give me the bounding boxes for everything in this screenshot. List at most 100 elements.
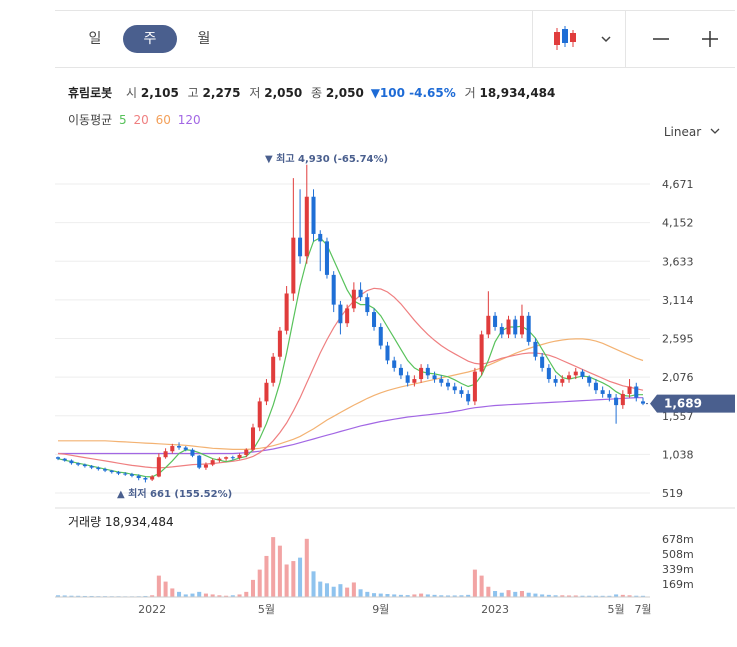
volume-bar: [580, 595, 585, 597]
candle-body: [345, 308, 350, 324]
volume-bar: [567, 595, 572, 597]
candle-body: [593, 382, 598, 391]
volume-bar: [89, 595, 94, 597]
ma20-legend: 20: [133, 113, 149, 127]
candlestick-icon[interactable]: [552, 25, 582, 53]
candle-body: [519, 315, 524, 335]
volume-tick-label: 339m: [662, 563, 694, 576]
volume-bar: [499, 592, 504, 597]
volume-bar: [466, 594, 471, 597]
volume-bar: [163, 581, 168, 597]
candle-body: [614, 397, 619, 406]
volume-bar: [150, 595, 155, 597]
candle-body: [170, 446, 175, 452]
candle-body: [506, 319, 511, 335]
volume-bar: [143, 595, 148, 597]
candle-body: [634, 386, 639, 398]
chevron-down-icon[interactable]: [598, 31, 614, 47]
volume-bar: [351, 582, 356, 597]
volume-bar: [55, 595, 61, 597]
high-label: 고: [187, 86, 199, 100]
candle-body: [493, 315, 498, 327]
volume-bar: [459, 595, 464, 597]
candle-body: [304, 196, 309, 257]
candle-body: [466, 393, 471, 402]
candle-body: [291, 237, 296, 294]
volume-bar: [398, 594, 403, 597]
candle-body: [123, 473, 128, 475]
ma5-legend: 5: [119, 113, 127, 127]
volume-bar: [546, 594, 551, 597]
minus-icon[interactable]: [650, 28, 672, 50]
volume-bar: [479, 575, 484, 597]
candle-body: [82, 464, 87, 467]
y-axis-labels: 4,671 4,152 3,633 3,114 2,595 2,076 1,557 1,038…: [662, 178, 694, 500]
volume-bar: [190, 593, 195, 597]
candle-body: [412, 379, 417, 383]
tab-weekly[interactable]: 주: [123, 25, 177, 53]
candle-body: [69, 460, 74, 464]
volume-tick-label: 169m: [662, 578, 694, 591]
candle-body: [445, 382, 451, 387]
candle-body: [109, 470, 114, 473]
volume-bar: [277, 545, 282, 597]
scale-selector[interactable]: Linear: [664, 125, 721, 139]
candle-body: [540, 356, 545, 368]
candle-body: [533, 341, 538, 357]
close-label: 종: [311, 86, 323, 100]
volume-bar: [358, 589, 363, 597]
candle-body: [419, 367, 424, 380]
candle-body: [89, 466, 94, 468]
volume-bar: [257, 569, 262, 597]
volume-bar: [62, 595, 67, 597]
candle-body: [452, 386, 457, 391]
candle-body: [439, 379, 444, 383]
x-tick-label: 7월: [634, 603, 651, 616]
volume-bar: [439, 595, 444, 597]
candle-body: [425, 367, 430, 376]
chart-toolbar: 일 주 월: [55, 10, 735, 68]
ma120-legend: 120: [177, 113, 201, 127]
max-price-annotation: ▼ 최고 4,930 (-65.74%): [265, 152, 388, 165]
tab-daily[interactable]: 일: [88, 31, 102, 47]
volume-tick-label: 508m: [662, 548, 694, 561]
change-value: ▼100 -4.65%: [370, 86, 456, 100]
volume-bar: [573, 595, 578, 597]
current-price-badge: 1,689: [650, 394, 735, 413]
candle-body: [338, 304, 343, 324]
y-tick-label: 2,076: [662, 371, 694, 384]
volume-bar: [177, 591, 182, 597]
candle-body: [96, 467, 101, 470]
volume-bar: [419, 593, 424, 597]
candle-body: [244, 449, 249, 455]
volume-bar: [237, 594, 242, 597]
candle-body: [392, 360, 397, 368]
volume-bar: [506, 590, 511, 597]
candle-body: [600, 390, 605, 394]
volume-bar: [553, 595, 558, 597]
candle-body: [298, 237, 303, 257]
stock-name: 휴림로봇: [68, 86, 113, 100]
volume-bar: [486, 586, 491, 597]
volume-bar: [203, 593, 208, 597]
ma5-line: [57, 236, 643, 478]
current-price-label: 1,689: [664, 397, 702, 411]
open-label: 시: [126, 86, 138, 100]
moving-average-lines: [57, 236, 644, 478]
close-value: 2,050: [325, 86, 364, 100]
y-tick-label: 1,038: [662, 448, 694, 461]
volume-bar: [640, 595, 646, 597]
candle-body: [580, 371, 585, 377]
candle-body: [136, 475, 141, 479]
volume-series: [55, 537, 646, 597]
candle-body: [331, 274, 336, 305]
candle-body: [129, 474, 134, 476]
x-tick-label: 9월: [372, 603, 389, 616]
low-label: 저: [249, 86, 261, 100]
volume-bar: [587, 595, 592, 597]
volume-bar: [445, 595, 451, 597]
current-price-badge-bg: [650, 394, 735, 413]
plus-icon[interactable]: [699, 28, 721, 50]
tab-monthly[interactable]: 월: [197, 31, 211, 47]
